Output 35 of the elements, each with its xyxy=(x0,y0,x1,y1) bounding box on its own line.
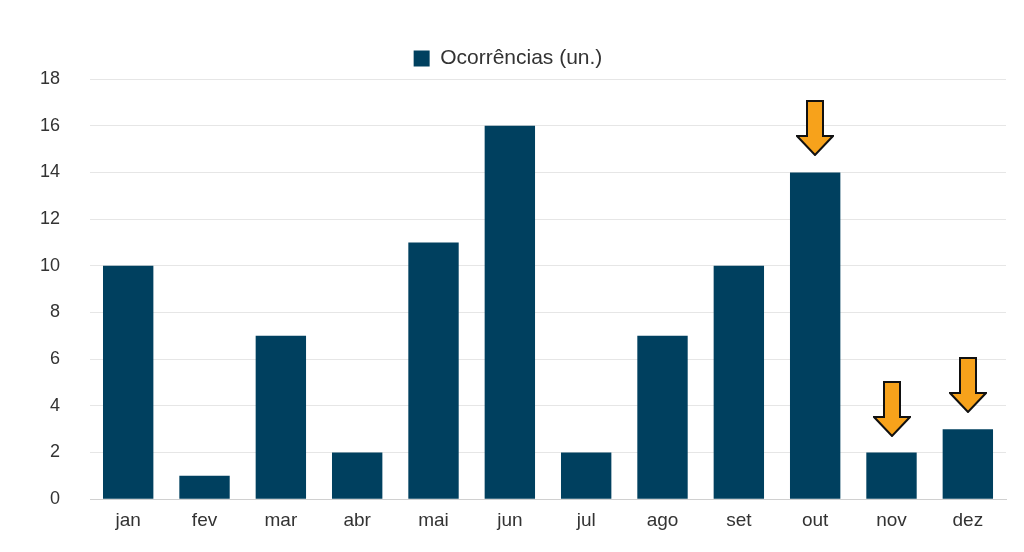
bar xyxy=(789,172,841,499)
x-tick-label: abr xyxy=(343,508,372,530)
y-tick-label: 14 xyxy=(39,161,61,182)
y-tick-label: 0 xyxy=(50,488,61,509)
y-tick-label: 4 xyxy=(50,394,61,415)
y-tick-label: 12 xyxy=(39,208,61,229)
x-tick-label: ago xyxy=(646,508,679,530)
bar xyxy=(484,125,536,499)
y-tick-label: 10 xyxy=(39,254,61,275)
bar xyxy=(637,335,688,499)
bar xyxy=(331,452,383,499)
bar xyxy=(103,265,154,499)
y-tick-label: 8 xyxy=(50,301,61,322)
legend-label: Ocorrências (un.) xyxy=(440,45,603,69)
y-tick-label: 16 xyxy=(39,114,61,135)
y-tick-label: 18 xyxy=(39,67,61,88)
x-tick-label: fev xyxy=(191,508,218,530)
x-tick-label: set xyxy=(726,508,753,530)
x-tick-label: jul xyxy=(575,508,596,530)
x-tick-label: jan xyxy=(114,508,141,530)
x-tick-label: mai xyxy=(418,508,449,530)
x-tick-label: nov xyxy=(876,508,908,530)
bar xyxy=(866,452,917,499)
x-tick-label: out xyxy=(801,508,830,530)
bar xyxy=(942,429,994,499)
bar xyxy=(713,265,765,499)
bar xyxy=(408,242,459,499)
x-tick-label: mar xyxy=(264,508,298,530)
bar xyxy=(179,475,230,499)
x-tick-label: jun xyxy=(496,508,523,530)
bar xyxy=(255,335,307,499)
y-tick-label: 2 xyxy=(50,441,61,462)
x-tick-label: dez xyxy=(952,508,984,530)
bar xyxy=(560,452,612,499)
y-tick-label: 6 xyxy=(50,348,61,369)
